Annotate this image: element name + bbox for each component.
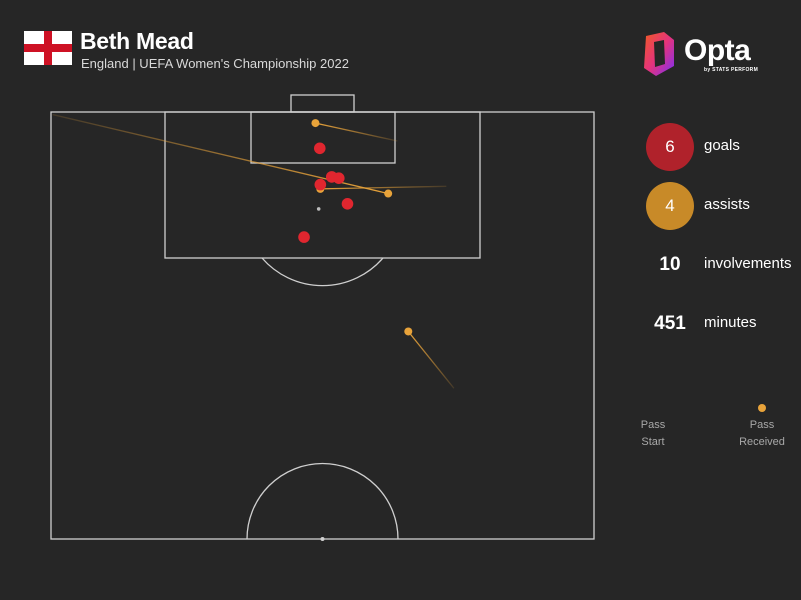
stat-goals: 6 goals [640, 123, 800, 173]
involvements-label: involvements [704, 255, 792, 272]
assist-pass-line [315, 122, 398, 142]
assist-received-point [404, 327, 413, 336]
six-yard-box [250, 111, 396, 164]
opta-logo-icon [644, 32, 674, 76]
legend-end-line1: Pass [749, 419, 775, 431]
pitch-outline [50, 111, 595, 540]
brand-tagline: by STATS PERFORM [704, 67, 759, 73]
chart-subtitle: England | UEFA Women's Championship 2022 [81, 56, 349, 71]
goal-point [332, 172, 345, 184]
assist-pass-line [407, 331, 455, 389]
legend-start-line1: Pass [640, 419, 666, 431]
goal [290, 94, 355, 113]
goals-count: 6 [646, 123, 694, 171]
assists-label: assists [704, 196, 750, 213]
legend-received-dot [758, 404, 766, 412]
brand: Opta by STATS PERFORM [640, 32, 770, 78]
assist-received-point [384, 189, 393, 198]
player-name: Beth Mead [80, 28, 194, 54]
legend: Pass Start Pass Received [630, 398, 800, 458]
assist-received-point [311, 119, 320, 128]
england-flag-icon [24, 31, 72, 65]
goals-label: goals [704, 137, 740, 154]
brand-name: Opta [684, 34, 751, 67]
assist-layer [52, 113, 455, 389]
legend-pass-received: Pass Received [732, 417, 792, 451]
penalty-arc [261, 257, 384, 287]
involvements-count: 10 [659, 254, 681, 275]
goal-point [341, 198, 354, 210]
pitch-lines [50, 94, 595, 540]
centre-spot [320, 537, 325, 541]
goal-point [298, 231, 310, 243]
legend-pass-line [652, 404, 766, 412]
goal-point [313, 142, 326, 155]
stat-assists: 4 assists [640, 182, 800, 232]
legend-end-line2: Received [739, 436, 785, 448]
stat-minutes: 451 minutes [640, 300, 800, 350]
goal-point [314, 178, 327, 191]
goal-layer [298, 142, 354, 243]
legend-start-line2: Start [641, 436, 665, 448]
assists-count: 4 [646, 182, 694, 230]
centre-circle [246, 462, 399, 540]
assist-pass-line [320, 185, 447, 190]
shot-origin-marker [316, 207, 321, 211]
legend-pass-start: Pass Start [630, 417, 676, 451]
stat-involvements: 10 involvements [640, 241, 800, 291]
minutes-label: minutes [704, 314, 757, 331]
minutes-count: 451 [654, 313, 686, 334]
